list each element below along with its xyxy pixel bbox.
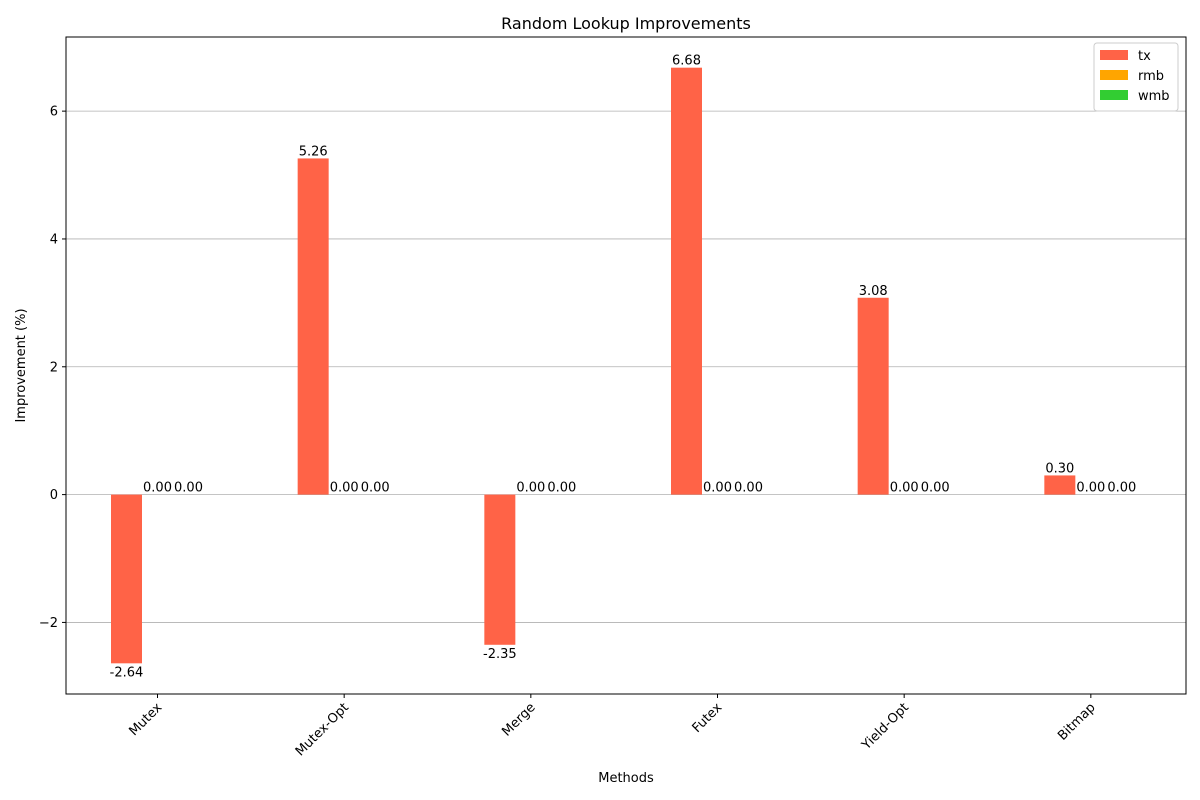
bar-value-label: 0.00 <box>890 481 919 496</box>
bar-tx-futex <box>671 67 702 495</box>
bar-tx-bitmap <box>1044 475 1076 495</box>
legend: tx rmb wmb <box>1093 42 1179 112</box>
bar-value-label: 0.00 <box>1107 481 1136 496</box>
bar-tx-mutex-opt <box>297 158 329 495</box>
bar-value-label: 0.00 <box>330 481 359 496</box>
bar-value-label: -2.64 <box>110 665 144 680</box>
y-tick-label: −2 <box>39 616 58 631</box>
bar-value-label: 0.30 <box>1045 461 1074 476</box>
bar-tx-merge <box>484 494 516 645</box>
y-axis-label: Improvement (%) <box>14 308 29 422</box>
y-tick-label: 4 <box>50 232 58 247</box>
bar-value-label: -2.35 <box>483 647 517 662</box>
gridlines <box>66 110 1186 623</box>
y-tick-label: 0 <box>50 488 58 503</box>
bar-tx-yield-opt <box>857 297 889 495</box>
bar-value-label: 0.00 <box>143 481 172 496</box>
bar-value-label: 3.08 <box>859 284 888 299</box>
bar-value-label: 0.00 <box>921 481 950 496</box>
legend-label-rmb: rmb <box>1138 69 1164 84</box>
bar-value-label: 0.00 <box>361 481 390 496</box>
y-axis-ticks: −2 0 2 4 6 <box>39 105 66 631</box>
bar-value-label: 0.00 <box>1076 481 1105 496</box>
chart-title: Random Lookup Improvements <box>501 14 751 33</box>
bar-value-label: 5.26 <box>299 144 328 159</box>
plot-frame <box>65 36 1187 695</box>
bar-value-label: 6.68 <box>672 54 701 69</box>
bar-value-label: 0.00 <box>516 481 545 496</box>
legend-swatch-wmb <box>1100 90 1128 100</box>
bar-value-label: 0.00 <box>547 481 576 496</box>
legend-swatch-rmb <box>1100 70 1128 80</box>
bar-value-label: 0.00 <box>734 481 763 496</box>
y-tick-label: 6 <box>50 105 58 120</box>
legend-label-tx: tx <box>1138 49 1151 64</box>
bar-value-labels: -2.645.26-2.356.683.080.300.00 0.00 0.00 0.… <box>110 54 1137 681</box>
y-tick-label: 2 <box>50 360 58 375</box>
bar-value-label: 0.00 <box>174 481 203 496</box>
bar-tx-mutex <box>111 494 142 664</box>
legend-swatch-tx <box>1100 50 1128 60</box>
legend-label-wmb: wmb <box>1138 89 1170 104</box>
bar-value-label: 0.00 <box>703 481 732 496</box>
x-axis-label: Methods <box>598 771 654 786</box>
bars <box>111 67 1076 664</box>
